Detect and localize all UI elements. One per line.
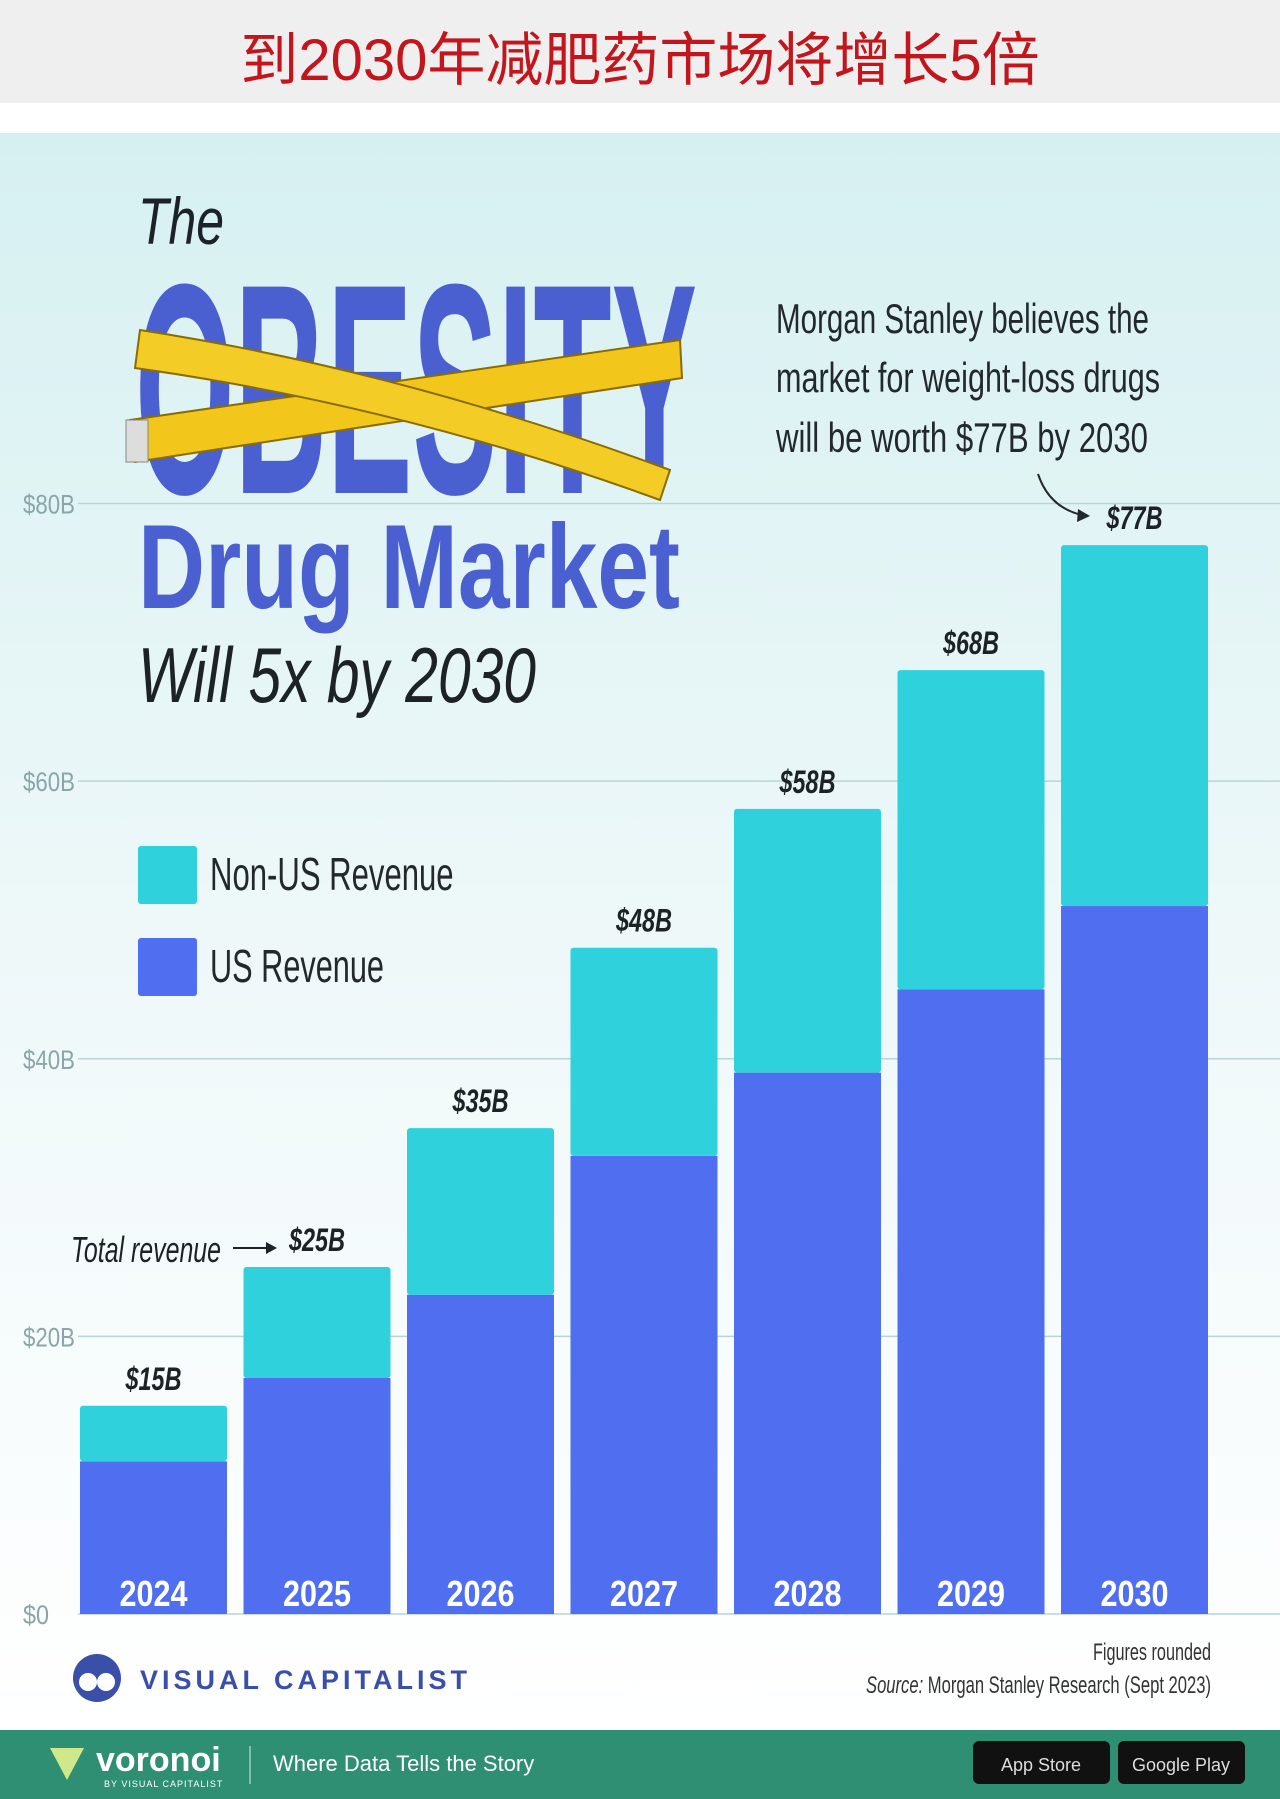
x-tick-label: 2028 <box>774 1573 842 1614</box>
x-tick-label: 2025 <box>283 1573 351 1614</box>
total-arrowhead <box>266 1242 277 1254</box>
bar-segment <box>243 1378 391 1614</box>
tape-measure <box>125 328 684 502</box>
source-label: Source: <box>866 1672 923 1699</box>
x-tick-label: 2029 <box>937 1573 1005 1614</box>
bar-segment <box>734 1072 881 1614</box>
x-tick-label: 2026 <box>447 1573 515 1614</box>
annotation-line: will be worth $77B by 2030 <box>775 414 1148 461</box>
source-line: Source: Morgan Stanley Research (Sept 20… <box>866 1672 1211 1699</box>
y-tick-label: $80B <box>23 490 75 520</box>
x-tick-label: 2030 <box>1101 1573 1169 1614</box>
total-label: $35B <box>452 1083 509 1119</box>
total-annotation: Total revenue <box>71 1229 221 1270</box>
total-label: $25B <box>288 1222 345 1258</box>
total-label: $77B <box>1106 500 1163 536</box>
legend-swatch <box>138 846 197 904</box>
total-label: $15B <box>125 1361 182 1397</box>
google-play-badge[interactable] <box>1118 1741 1245 1784</box>
badge-label: Google Play <box>1132 1755 1230 1775</box>
title-the: The <box>138 184 224 258</box>
legend-label: US Revenue <box>210 940 384 992</box>
footer-tagline: Where Data Tells the Story <box>273 1751 534 1776</box>
note: Figures rounded <box>1093 1639 1211 1666</box>
annotation-line: market for weight-loss drugs <box>776 354 1160 401</box>
badge-label: App Store <box>1001 1755 1081 1775</box>
bar-segment <box>407 1128 554 1295</box>
total-label: $58B <box>779 764 836 800</box>
title-subtitle: Will 5x by 2030 <box>138 631 536 719</box>
publisher-logo <box>73 1654 121 1702</box>
bar-segment <box>1061 545 1208 907</box>
bar-segment <box>80 1405 227 1462</box>
y-tick-label: $40B <box>23 1045 75 1075</box>
banner-title: 到2030年减肥药市场将增长5倍 <box>240 28 1039 93</box>
footer-by: BY VISUAL CAPITALIST <box>104 1779 223 1789</box>
y-tick-label: $0 <box>23 1600 49 1630</box>
total-label: $68B <box>942 625 999 661</box>
bar-segment <box>897 989 1045 1614</box>
annotation-arrowhead <box>1077 509 1090 522</box>
publisher: VISUAL CAPITALIST <box>140 1665 471 1695</box>
app-store-badge[interactable] <box>973 1741 1110 1784</box>
bar-segment <box>570 1155 718 1614</box>
bars: 2024 $15B 2025 $25B 2026 $35B 2027 $48B 2028 $58B… <box>80 500 1208 1614</box>
x-tick-label: 2027 <box>610 1573 678 1614</box>
bar-segment <box>243 1266 391 1379</box>
voronoi-icon <box>50 1748 84 1780</box>
bar-segment <box>407 1294 554 1614</box>
legend-label: Non-US Revenue <box>210 848 454 900</box>
title-drug-market: Drug Market <box>138 500 680 634</box>
bar-segment <box>80 1461 227 1614</box>
bar-segment <box>1061 906 1208 1614</box>
legend: Non-US Revenue US Revenue <box>138 846 454 996</box>
y-tick-label: $20B <box>23 1322 75 1352</box>
bar-segment <box>897 670 1045 990</box>
legend-swatch <box>138 938 197 996</box>
x-tick-label: 2024 <box>120 1573 188 1614</box>
annotation-line: Morgan Stanley believes the <box>776 295 1149 342</box>
total-label: $48B <box>615 903 672 939</box>
bar-segment <box>570 947 718 1156</box>
bar-segment <box>734 808 881 1073</box>
source: Morgan Stanley Research (Sept 2023) <box>928 1672 1211 1699</box>
footer-brand: voronoi <box>96 1741 221 1779</box>
banner-bg <box>0 0 1280 103</box>
y-tick-label: $60B <box>23 767 75 797</box>
